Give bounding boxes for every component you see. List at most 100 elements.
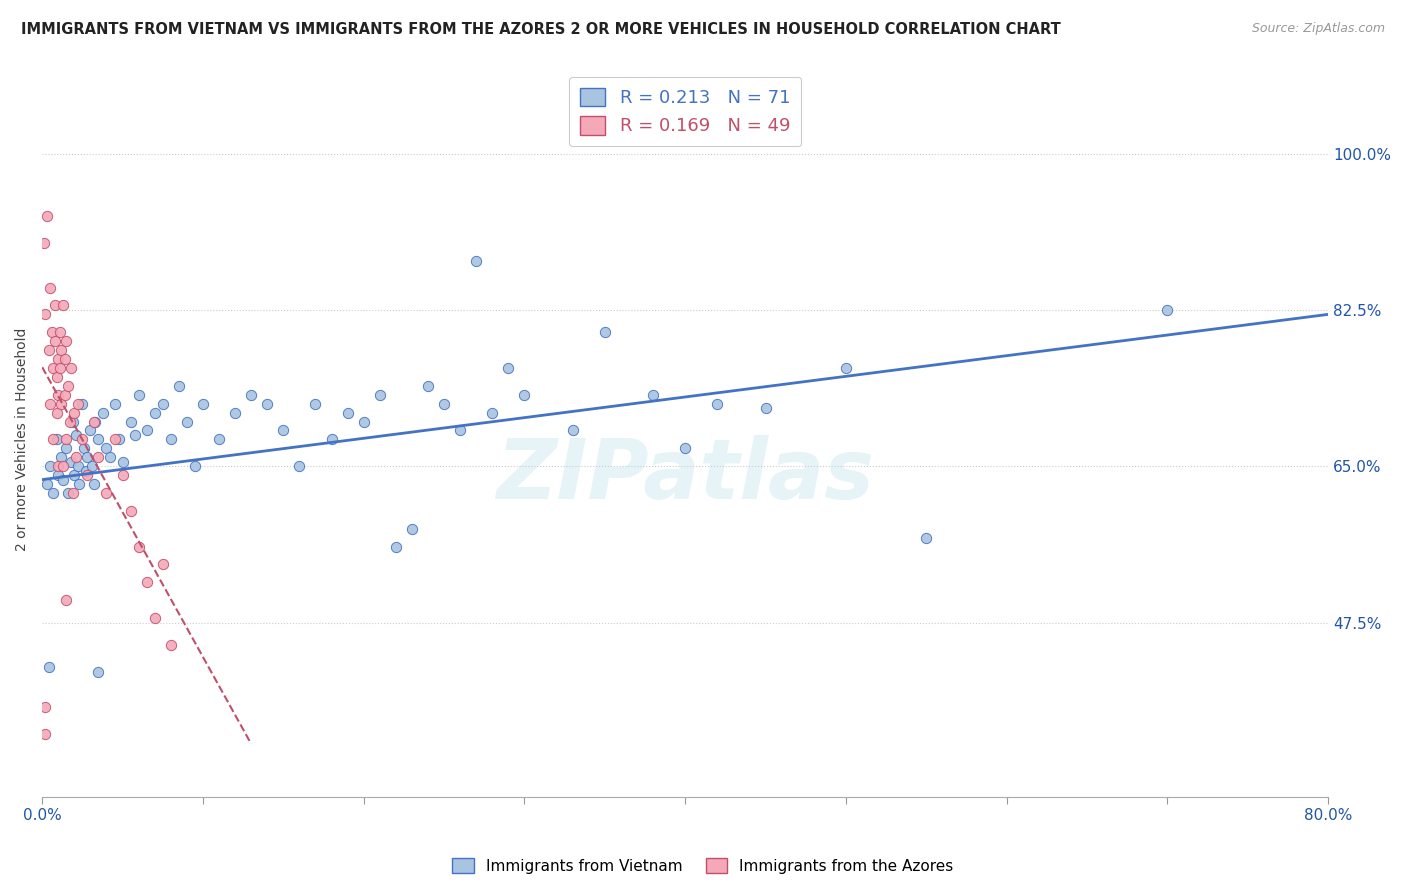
Point	[835, 361, 858, 376]
Point	[51, 343, 73, 357]
Point	[240, 388, 263, 402]
Point	[60, 455, 83, 469]
Point	[72, 397, 94, 411]
Point	[49, 361, 72, 376]
Point	[915, 531, 938, 545]
Point	[55, 593, 77, 607]
Point	[83, 477, 105, 491]
Point	[385, 540, 408, 554]
Point	[76, 450, 98, 465]
Point	[706, 397, 728, 411]
Point	[66, 397, 89, 411]
Point	[55, 442, 77, 456]
Point	[87, 433, 110, 447]
Point	[401, 522, 423, 536]
Point	[498, 361, 520, 376]
Point	[128, 540, 150, 554]
Point	[38, 343, 60, 357]
Point	[67, 477, 90, 491]
Point	[288, 459, 311, 474]
Point	[96, 442, 118, 456]
Point	[159, 433, 181, 447]
Y-axis label: 2 or more Vehicles in Household: 2 or more Vehicles in Household	[15, 327, 30, 551]
Point	[84, 415, 107, 429]
Point	[42, 486, 65, 500]
Point	[128, 388, 150, 402]
Point	[120, 415, 142, 429]
Point	[593, 325, 616, 339]
Point	[35, 209, 58, 223]
Point	[124, 428, 146, 442]
Point	[46, 351, 69, 366]
Point	[111, 455, 134, 469]
Point	[103, 397, 125, 411]
Point	[39, 397, 62, 411]
Point	[91, 406, 114, 420]
Point	[83, 415, 105, 429]
Legend: R = 0.213   N = 71, R = 0.169   N = 49: R = 0.213 N = 71, R = 0.169 N = 49	[569, 77, 801, 146]
Point	[62, 486, 84, 500]
Point	[52, 459, 75, 474]
Point	[44, 298, 66, 312]
Point	[273, 424, 295, 438]
Text: ZIPatlas: ZIPatlas	[496, 434, 875, 516]
Point	[42, 361, 65, 376]
Point	[152, 558, 174, 572]
Point	[184, 459, 207, 474]
Point	[41, 325, 63, 339]
Point	[46, 468, 69, 483]
Point	[513, 388, 536, 402]
Point	[561, 424, 583, 438]
Point	[673, 442, 696, 456]
Point	[51, 450, 73, 465]
Point	[159, 638, 181, 652]
Point	[51, 397, 73, 411]
Point	[65, 428, 87, 442]
Point	[754, 401, 776, 416]
Point	[256, 397, 278, 411]
Point	[481, 406, 503, 420]
Point	[56, 486, 79, 500]
Point	[98, 450, 121, 465]
Point	[87, 450, 110, 465]
Text: Source: ZipAtlas.com: Source: ZipAtlas.com	[1251, 22, 1385, 36]
Point	[52, 473, 75, 487]
Point	[35, 477, 58, 491]
Point	[63, 468, 86, 483]
Point	[45, 406, 67, 420]
Point	[75, 464, 97, 478]
Point	[135, 424, 157, 438]
Point	[66, 459, 89, 474]
Point	[53, 351, 76, 366]
Point	[176, 415, 198, 429]
Point	[52, 298, 75, 312]
Point	[56, 379, 79, 393]
Point	[76, 468, 98, 483]
Point	[42, 433, 65, 447]
Point	[191, 397, 214, 411]
Point	[87, 665, 110, 679]
Point	[96, 486, 118, 500]
Point	[73, 442, 96, 456]
Point	[34, 727, 56, 741]
Point	[304, 397, 326, 411]
Point	[641, 388, 664, 402]
Text: IMMIGRANTS FROM VIETNAM VS IMMIGRANTS FROM THE AZORES 2 OR MORE VEHICLES IN HOUS: IMMIGRANTS FROM VIETNAM VS IMMIGRANTS FR…	[21, 22, 1062, 37]
Point	[46, 459, 69, 474]
Point	[34, 700, 56, 714]
Point	[32, 235, 55, 250]
Point	[34, 307, 56, 321]
Point	[79, 424, 101, 438]
Point	[44, 334, 66, 348]
Point	[449, 424, 471, 438]
Point	[72, 433, 94, 447]
Point	[63, 406, 86, 420]
Point	[433, 397, 456, 411]
Point	[65, 450, 87, 465]
Point	[46, 388, 69, 402]
Point	[111, 468, 134, 483]
Point	[45, 433, 67, 447]
Point	[208, 433, 231, 447]
Point	[38, 660, 60, 674]
Legend: Immigrants from Vietnam, Immigrants from the Azores: Immigrants from Vietnam, Immigrants from…	[446, 852, 960, 880]
